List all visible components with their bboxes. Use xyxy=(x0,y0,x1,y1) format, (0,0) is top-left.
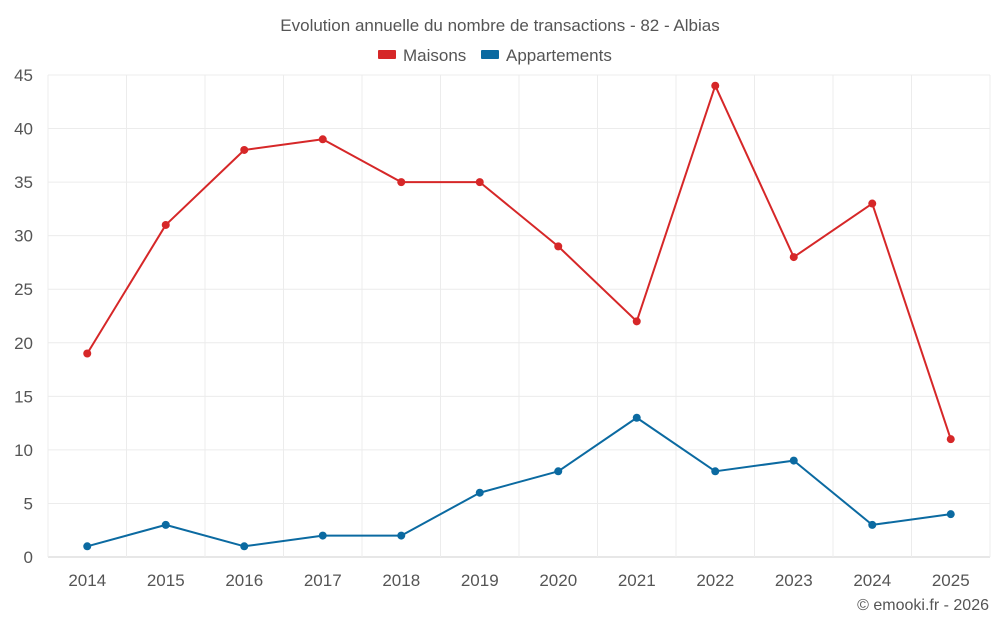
x-tick-label: 2019 xyxy=(461,571,499,590)
x-tick-label: 2020 xyxy=(539,571,577,590)
series-appartements xyxy=(83,413,955,551)
series-line xyxy=(86,416,951,548)
data-point[interactable] xyxy=(868,520,877,529)
data-point[interactable] xyxy=(240,542,249,551)
series-group xyxy=(83,81,955,551)
data-point[interactable] xyxy=(475,178,484,187)
x-tick-label: 2014 xyxy=(68,571,106,590)
x-tick-label: 2016 xyxy=(225,571,263,590)
legend-swatch xyxy=(378,50,396,59)
legend-label[interactable]: Appartements xyxy=(506,46,612,65)
data-point[interactable] xyxy=(711,467,720,476)
chart-title: Evolution annuelle du nombre de transact… xyxy=(280,16,719,35)
data-point[interactable] xyxy=(83,349,92,358)
data-point[interactable] xyxy=(789,456,798,465)
x-axis: 2014 2015 2016 2017 2018 2019 2020 2021 2022 2023… xyxy=(68,571,969,590)
data-point[interactable] xyxy=(318,135,327,144)
data-point[interactable] xyxy=(789,253,798,262)
legend: Maisons Appartements xyxy=(378,46,612,65)
y-tick-label: 40 xyxy=(14,120,33,139)
y-axis: 0 5 10 15 20 25 30 35 40 45 xyxy=(14,66,33,567)
y-tick-label: 35 xyxy=(14,173,33,192)
data-point[interactable] xyxy=(868,199,877,208)
data-point[interactable] xyxy=(711,81,720,90)
grid xyxy=(47,74,991,558)
y-tick-label: 45 xyxy=(14,66,33,85)
data-point[interactable] xyxy=(397,178,406,187)
data-point[interactable] xyxy=(475,488,484,497)
y-tick-label: 20 xyxy=(14,334,33,353)
y-tick-label: 10 xyxy=(14,441,33,460)
x-tick-label: 2022 xyxy=(696,571,734,590)
y-tick-label: 30 xyxy=(14,227,33,246)
x-tick-label: 2021 xyxy=(618,571,656,590)
data-point[interactable] xyxy=(83,542,92,551)
footer-credit: © emooki.fr - 2026 xyxy=(857,597,989,614)
data-point[interactable] xyxy=(161,220,170,229)
series-line xyxy=(86,84,952,440)
data-point[interactable] xyxy=(632,413,641,422)
y-tick-label: 25 xyxy=(14,280,33,299)
data-point[interactable] xyxy=(161,520,170,529)
data-point[interactable] xyxy=(240,145,249,154)
data-point[interactable] xyxy=(946,510,955,519)
y-tick-label: 5 xyxy=(24,494,33,513)
series-maisons xyxy=(83,81,955,444)
data-point[interactable] xyxy=(946,435,955,444)
data-point[interactable] xyxy=(318,531,327,540)
x-tick-label: 2025 xyxy=(932,571,970,590)
x-tick-label: 2024 xyxy=(853,571,891,590)
data-point[interactable] xyxy=(554,467,563,476)
x-tick-label: 2017 xyxy=(304,571,342,590)
x-tick-label: 2023 xyxy=(775,571,813,590)
legend-label[interactable]: Maisons xyxy=(403,46,466,65)
data-point[interactable] xyxy=(632,317,641,326)
x-tick-label: 2015 xyxy=(147,571,185,590)
y-tick-label: 15 xyxy=(14,387,33,406)
data-point[interactable] xyxy=(397,531,406,540)
x-tick-label: 2018 xyxy=(382,571,420,590)
y-tick-label: 0 xyxy=(24,548,33,567)
data-point[interactable] xyxy=(554,242,563,251)
legend-swatch xyxy=(481,50,499,59)
